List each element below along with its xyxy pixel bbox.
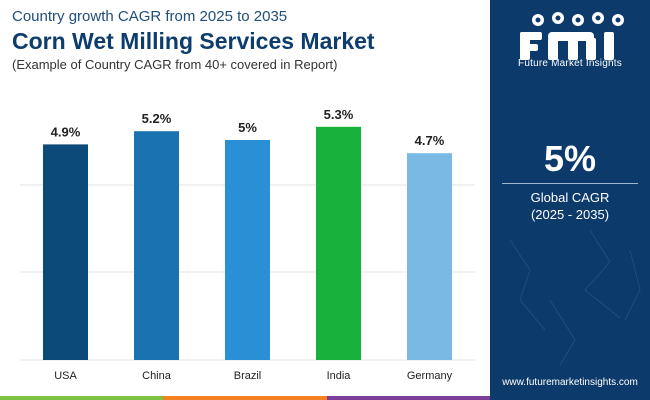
logo-text: Future Market Insights [518,58,622,69]
data-label-usa: 4.9% [51,124,81,139]
x-tick-label-china: China [142,370,172,382]
data-label-india: 5.3% [324,107,354,122]
bar-chart: 4.9% USA 5.2% China 5% Brazil 5.3% India 4.7% Ger… [0,100,490,390]
bottom-color-bar [0,396,490,400]
data-label-germany: 4.7% [415,133,445,148]
x-tick-label-germany: Germany [407,370,453,382]
bottom-bar-segment-purple [326,396,490,400]
bar-india [316,126,361,360]
x-tick-label-india: India [327,370,352,382]
global-cagr-value: 5% [543,138,597,179]
global-cagr-range: (2025 - 2035) [530,207,610,222]
x-tick-label-usa: USA [54,370,77,382]
divider [502,183,638,184]
x-tick-label-brazil: Brazil [234,370,262,382]
chart-subtitle: Country growth CAGR from 2025 to 2035 [12,8,288,25]
bottom-bar-segment-green [0,396,164,400]
bar-brazil [225,140,270,360]
bar-china [134,131,179,360]
chart-header: Country growth CAGR from 2025 to 2035 Co… [0,0,490,80]
fmi-logo [520,12,624,60]
sidebar-panel: Future Market Insights 5% Global CAGR (2… [490,0,650,400]
chart-note: (Example of Country CAGR from 40+ covere… [12,57,338,72]
bottom-bar-segment-orange [163,396,327,400]
data-label-china: 5.2% [142,111,172,126]
chart-title: Corn Wet Milling Services Market [12,28,375,54]
global-cagr-label: Global CAGR [530,190,610,205]
sidebar-decoration [509,229,641,366]
bar-germany [407,153,452,360]
bar-chart-svg: 4.9% USA 5.2% China 5% Brazil 5.3% India 4.7% Ger… [20,107,475,382]
data-label-brazil: 5% [238,120,257,135]
bar-usa [43,144,88,360]
website-link[interactable]: www.futuremarketinsights.com [502,377,638,388]
